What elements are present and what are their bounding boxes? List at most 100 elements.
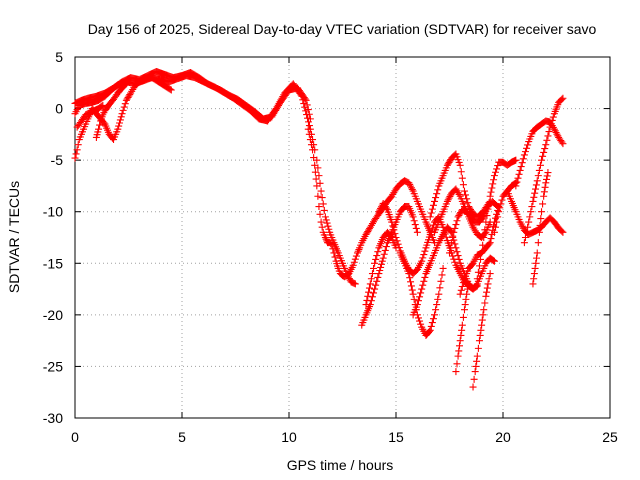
data-point-marker: [387, 232, 395, 240]
series-sat-r: [469, 270, 494, 391]
data-point-marker: [458, 321, 466, 329]
data-point-marker: [465, 203, 473, 211]
data-point-marker: [314, 192, 322, 200]
data-point-marker: [455, 211, 463, 219]
data-point-marker: [481, 299, 489, 307]
data-point-marker: [370, 264, 378, 272]
data-point-marker: [473, 352, 481, 360]
data-point-marker: [537, 215, 545, 223]
data-point-marker: [527, 208, 535, 216]
y-tick-label: -20: [43, 307, 63, 323]
data-point-marker: [407, 278, 415, 286]
data-point-marker: [372, 255, 380, 263]
data-point-marker: [533, 177, 541, 185]
y-tick-labels: -30 -25 -20 -15 -10 -5 0 5: [43, 49, 63, 426]
data-point-marker: [444, 160, 452, 168]
data-point-marker: [478, 316, 486, 324]
y-axis-label: SDTVAR / TECUs: [6, 181, 22, 293]
data-point-marker: [166, 85, 174, 93]
series-sat-f: [304, 125, 439, 281]
data-point-marker: [531, 189, 539, 197]
data-point-marker: [494, 213, 502, 221]
data-point-marker: [434, 295, 442, 303]
data-point-marker: [433, 190, 441, 198]
data-point-marker: [376, 267, 384, 275]
data-point-marker: [524, 223, 532, 231]
y-tick-label: 0: [55, 101, 63, 117]
series-sat-v: [512, 117, 567, 190]
data-point-marker: [426, 326, 434, 334]
data-point-marker: [413, 301, 421, 309]
data-point-marker: [413, 228, 421, 236]
data-point-marker: [314, 164, 322, 172]
data-point-marker: [558, 138, 566, 146]
data-point-marker: [122, 80, 130, 88]
data-point-marker: [547, 120, 555, 128]
data-point-marker: [485, 199, 493, 207]
data-point-marker: [317, 187, 325, 195]
x-tick-label: 10: [281, 429, 297, 445]
data-point-marker: [483, 284, 491, 292]
y-tick-label: -25: [43, 358, 63, 374]
data-point-marker: [95, 125, 103, 133]
data-point-marker: [458, 174, 466, 182]
plot-frame: [74, 56, 611, 419]
data-point-marker: [490, 228, 498, 236]
data-point-marker: [394, 240, 402, 248]
data-point-marker: [408, 185, 416, 193]
data-point-marker: [406, 274, 414, 282]
data-point-marker: [546, 123, 554, 131]
data-point-marker: [301, 95, 309, 103]
data-point-marker: [544, 169, 552, 177]
data-point-marker: [472, 362, 480, 370]
data-point-marker: [428, 224, 436, 232]
data-point-marker: [466, 204, 474, 212]
data-point-marker: [425, 327, 433, 335]
data-point-marker: [490, 257, 498, 265]
data-point-marker: [479, 311, 487, 319]
data-point-marker: [454, 352, 462, 360]
data-point-marker: [528, 203, 536, 211]
data-point-marker: [453, 360, 461, 368]
data-point-marker: [414, 297, 422, 305]
data-point-marker: [365, 284, 373, 292]
data-point-marker: [349, 261, 357, 269]
data-point-marker: [445, 158, 453, 166]
data-point-marker: [490, 257, 498, 265]
data-point-marker: [477, 255, 485, 263]
data-point-marker: [318, 194, 326, 202]
data-point-marker: [118, 110, 126, 118]
x-tick-labels: 0 5 10 15 20 25: [71, 429, 618, 445]
data-point-marker: [495, 208, 503, 216]
data-point-marker: [371, 259, 379, 267]
data-point-marker: [443, 197, 451, 205]
data-point-marker: [327, 240, 335, 248]
data-point-marker: [371, 285, 379, 293]
data-point-marker: [319, 200, 327, 208]
data-point-marker: [370, 289, 378, 297]
data-point-marker: [420, 251, 428, 259]
data-point-marker: [485, 240, 493, 248]
data-point-marker: [305, 122, 313, 130]
data-point-marker: [438, 271, 446, 279]
data-point-marker: [540, 188, 548, 196]
data-point-marker: [530, 193, 538, 201]
data-point-marker: [331, 253, 339, 261]
data-point-marker: [455, 347, 463, 355]
data-point-marker: [455, 342, 463, 350]
data-point-marker: [350, 258, 358, 266]
data-point-marker: [455, 255, 463, 263]
data-point-marker: [459, 181, 467, 189]
data-point-marker: [492, 223, 500, 231]
data-point-marker: [512, 182, 520, 190]
data-point-marker: [364, 292, 372, 300]
data-point-marker: [475, 337, 483, 345]
data-point-marker: [417, 320, 425, 328]
x-tick-label: 20: [495, 429, 511, 445]
data-point-marker: [530, 275, 538, 283]
data-point-marker: [514, 174, 522, 182]
data-point-marker: [325, 225, 333, 233]
data-point-marker: [466, 205, 474, 213]
data-point-marker: [311, 168, 319, 176]
data-point-marker: [96, 121, 104, 129]
